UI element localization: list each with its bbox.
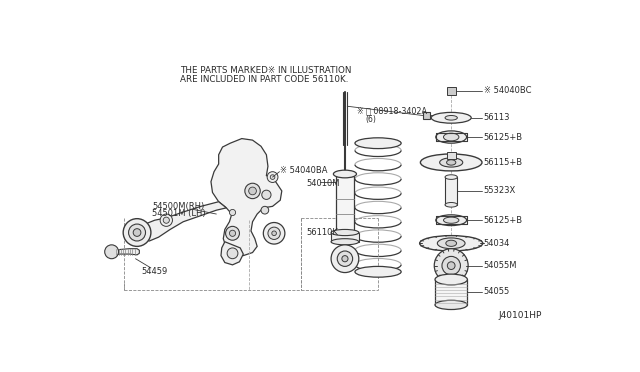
Bar [422,112,431,119]
Text: 56125+B: 56125+B [484,216,523,225]
Text: J40101HP: J40101HP [499,311,542,320]
Text: ※ Ⓝ 08918-3402A: ※ Ⓝ 08918-3402A [357,106,428,115]
Ellipse shape [420,235,483,251]
Text: 54010M: 54010M [307,179,340,188]
Circle shape [261,206,269,214]
Circle shape [160,214,172,226]
Circle shape [268,227,280,240]
Bar [447,152,456,158]
Text: 54459: 54459 [141,267,168,276]
Ellipse shape [331,230,359,235]
Circle shape [331,245,359,273]
Circle shape [239,155,247,163]
Text: 54500M(RH): 54500M(RH) [152,202,205,211]
Ellipse shape [431,112,471,123]
Text: THE PARTS MARKED※ IN ILLUSTRATION: THE PARTS MARKED※ IN ILLUSTRATION [180,66,351,75]
Polygon shape [113,249,140,255]
Ellipse shape [333,170,356,178]
Circle shape [337,251,353,266]
Bar [447,87,456,95]
Circle shape [245,183,260,199]
Bar [445,177,458,205]
Circle shape [230,209,236,216]
Ellipse shape [435,300,467,310]
Circle shape [249,187,257,195]
Text: 55323X: 55323X [484,186,516,195]
Circle shape [435,249,468,283]
Ellipse shape [445,175,458,179]
Circle shape [133,229,141,236]
Text: ※ 54040BA: ※ 54040BA [280,166,328,174]
Text: 56125+B: 56125+B [484,132,523,141]
Ellipse shape [447,160,456,165]
Circle shape [272,231,276,235]
Ellipse shape [331,239,359,245]
Polygon shape [211,139,282,256]
Bar [336,176,354,233]
Text: 56115+B: 56115+B [484,158,523,167]
Text: ※ 54040BC: ※ 54040BC [484,86,531,95]
Polygon shape [221,242,243,265]
Circle shape [227,248,238,259]
Ellipse shape [436,131,467,143]
Circle shape [447,262,455,269]
Polygon shape [140,202,227,241]
Text: 54055M: 54055M [484,261,517,270]
Ellipse shape [446,240,456,246]
Circle shape [228,143,259,174]
Circle shape [163,217,170,223]
Ellipse shape [437,238,465,249]
Circle shape [225,226,239,240]
Ellipse shape [355,266,401,277]
Circle shape [270,175,275,179]
Ellipse shape [420,154,482,171]
Circle shape [123,219,151,246]
Text: 56110K: 56110K [307,228,339,237]
Ellipse shape [444,133,459,141]
Text: ARE INCLUDED IN PART CODE 56110K.: ARE INCLUDED IN PART CODE 56110K. [180,76,349,84]
Circle shape [129,224,145,241]
Text: 56113: 56113 [484,113,510,122]
Ellipse shape [445,202,458,207]
Circle shape [262,190,271,199]
Ellipse shape [436,215,467,225]
Text: 54501M (LH): 54501M (LH) [152,209,206,218]
Ellipse shape [445,115,458,120]
Ellipse shape [444,217,459,223]
Text: 54055: 54055 [484,287,510,296]
Ellipse shape [355,138,401,148]
Circle shape [230,230,236,236]
Circle shape [342,256,348,262]
Circle shape [442,256,460,275]
Ellipse shape [440,158,463,167]
Circle shape [267,172,278,183]
Ellipse shape [435,274,467,285]
Bar [435,279,467,305]
Text: (6): (6) [365,115,376,124]
Text: 54034: 54034 [484,239,510,248]
Circle shape [234,150,253,168]
Bar [331,232,359,242]
Circle shape [263,222,285,244]
Circle shape [105,245,118,259]
